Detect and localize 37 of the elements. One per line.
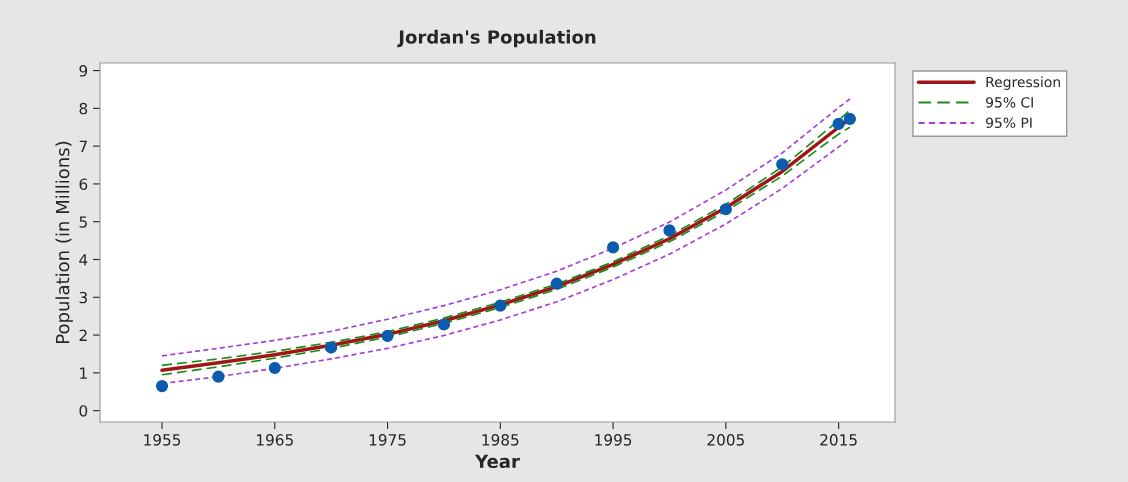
point: [212, 370, 225, 383]
y-tick-label: 2: [79, 329, 87, 341]
point: [550, 277, 563, 290]
legend-label: 95% CI: [986, 97, 1033, 108]
point: [268, 361, 281, 375]
point: [437, 318, 451, 331]
point: [832, 117, 845, 130]
x-tick-label: 1955: [144, 434, 181, 446]
point: [663, 224, 676, 237]
y-tick-label: 3: [79, 291, 87, 304]
x-axis-title: Year: [474, 454, 520, 469]
legend-label: 95% PI: [986, 117, 1032, 129]
point: [381, 329, 394, 342]
y-tick-label: 9: [79, 65, 88, 77]
y-tick-label: 6: [79, 178, 88, 190]
y-tick-label: 5: [79, 216, 87, 228]
point: [776, 158, 789, 171]
x-tick-label: 1965: [257, 434, 293, 446]
y-axis-title: Population (in Millions): [55, 141, 73, 343]
x-tick-label: 2015: [820, 434, 857, 446]
y-tick-label: 8: [79, 102, 88, 115]
point: [607, 241, 620, 254]
x-tick-label: 1995: [595, 434, 632, 446]
chart-title: Jordan's Population: [397, 29, 596, 48]
point: [719, 203, 732, 216]
y-tick-label: 7: [79, 140, 87, 152]
legend-label: Regression: [986, 76, 1060, 90]
point: [494, 299, 507, 312]
y-tick-label: 4: [79, 254, 88, 266]
x-tick-label: 2005: [707, 434, 744, 446]
point: [843, 112, 856, 126]
point: [325, 341, 338, 354]
y-tick-label: 1: [80, 367, 87, 379]
y-tick-label: 0: [79, 405, 88, 417]
x-tick-label: 1975: [369, 434, 406, 446]
x-tick-label: 1985: [482, 434, 519, 446]
point: [155, 380, 169, 393]
